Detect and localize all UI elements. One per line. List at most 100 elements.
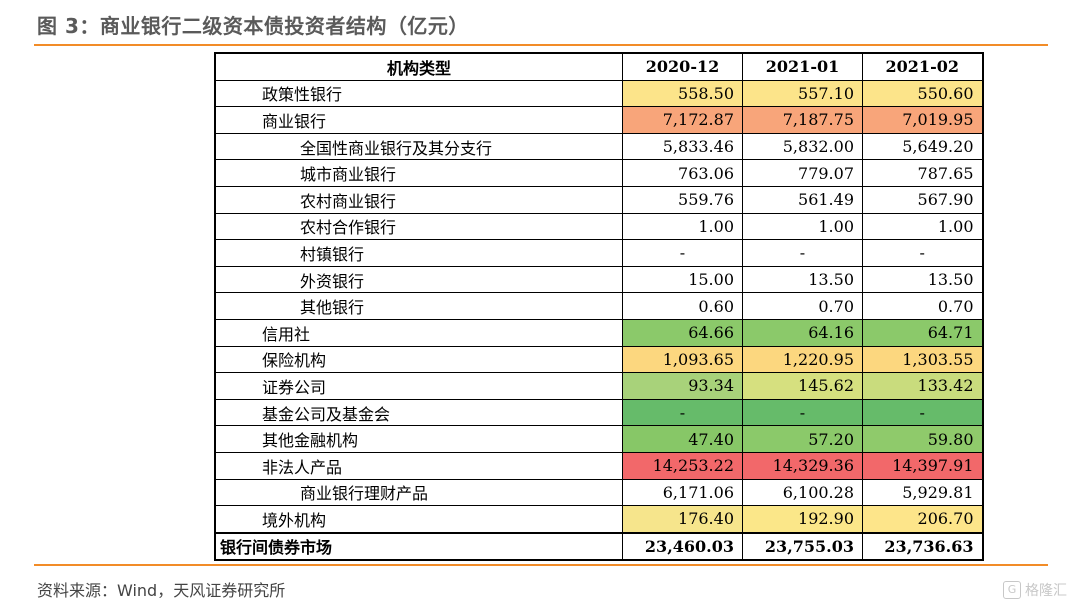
- table-cell: 64.71: [862, 318, 983, 347]
- table-row: 商业银行理财产品 6,171.06 6,100.28 5,929.81: [214, 478, 983, 507]
- row-label: 保险机构: [214, 345, 623, 374]
- figure-title: 图 3：商业银行二级资本债投资者结构（亿元）: [37, 14, 469, 38]
- row-label: 村镇银行: [214, 239, 623, 267]
- table-cell: 176.40: [622, 505, 743, 534]
- table-cell: -: [622, 239, 743, 267]
- table-cell: -: [742, 239, 863, 267]
- table-cell: 23,755.03: [742, 531, 863, 561]
- table-row: 全国性商业银行及其分支行 5,833.46 5,832.00 5,649.20: [214, 132, 983, 161]
- row-label: 外资银行: [214, 265, 623, 294]
- table-cell: 1,220.95: [742, 345, 863, 374]
- row-label: 银行间债券市场: [214, 531, 623, 561]
- column-header: 2020-12: [622, 52, 743, 81]
- table-cell: 57.20: [742, 425, 863, 453]
- top-rule: [34, 44, 1048, 46]
- table-body: 政策性银行 558.50 557.10 550.60 商业银行 7,172.87 7,187…: [214, 79, 983, 561]
- table-cell: 5,833.46: [622, 132, 743, 161]
- table-cell: 14,329.36: [742, 451, 863, 480]
- table-cell: 13.50: [862, 265, 983, 294]
- table-row: 基金公司及基金会 - - -: [214, 398, 983, 427]
- table-cell: 0.60: [622, 292, 743, 320]
- table-cell: 6,171.06: [622, 478, 743, 507]
- table-row: 非法人产品 14,253.22 14,329.36 14,397.91: [214, 451, 983, 480]
- table-row: 农村商业银行 559.76 561.49 567.90: [214, 185, 983, 214]
- table-cell: -: [742, 398, 863, 427]
- table-row: 商业银行 7,172.87 7,187.75 7,019.95: [214, 106, 983, 134]
- row-label: 商业银行: [214, 106, 623, 134]
- table-cell: 561.49: [742, 185, 863, 214]
- table-cell: 557.10: [742, 79, 863, 108]
- column-header: 机构类型: [214, 52, 623, 81]
- table-cell: 93.34: [622, 372, 743, 400]
- row-label: 农村商业银行: [214, 185, 623, 214]
- table-row: 信用社 64.66 64.16 64.71: [214, 318, 983, 347]
- table-cell: 567.90: [862, 185, 983, 214]
- table-cell: 206.70: [862, 505, 983, 534]
- table-cell: 7,187.75: [742, 106, 863, 134]
- table-cell: 64.66: [622, 318, 743, 347]
- table-cell: 14,253.22: [622, 451, 743, 480]
- table-cell: 559.76: [622, 185, 743, 214]
- table-row: 城市商业银行 763.06 779.07 787.65: [214, 159, 983, 187]
- table-cell: 64.16: [742, 318, 863, 347]
- watermark-text: 格隆汇: [1025, 583, 1067, 599]
- row-label: 农村合作银行: [214, 212, 623, 241]
- row-label: 非法人产品: [214, 451, 623, 480]
- column-header: 2021-02: [862, 52, 983, 81]
- table-cell: 1.00: [862, 212, 983, 241]
- table-cell: 763.06: [622, 159, 743, 187]
- row-label: 其他金融机构: [214, 425, 623, 453]
- row-label: 商业银行理财产品: [214, 478, 623, 507]
- column-header: 2021-01: [742, 52, 863, 81]
- table-cell: 558.50: [622, 79, 743, 108]
- row-label: 政策性银行: [214, 79, 623, 108]
- table-cell: 7,019.95: [862, 106, 983, 134]
- table-cell: 23,460.03: [622, 531, 743, 561]
- table-cell: 787.65: [862, 159, 983, 187]
- table-cell: 5,929.81: [862, 478, 983, 507]
- table-cell: 133.42: [862, 372, 983, 400]
- row-label: 境外机构: [214, 505, 623, 534]
- table-cell: 1,303.55: [862, 345, 983, 374]
- table-cell: 6,100.28: [742, 478, 863, 507]
- table-cell: 15.00: [622, 265, 743, 294]
- table-cell: 47.40: [622, 425, 743, 453]
- table-cell: 59.80: [862, 425, 983, 453]
- table-cell: -: [862, 239, 983, 267]
- table-row: 证券公司 93.34 145.62 133.42: [214, 372, 983, 400]
- table-row: 农村合作银行 1.00 1.00 1.00: [214, 212, 983, 241]
- table-row: 境外机构 176.40 192.90 206.70: [214, 505, 983, 534]
- table-cell: 14,397.91: [862, 451, 983, 480]
- table-cell: 550.60: [862, 79, 983, 108]
- row-label: 其他银行: [214, 292, 623, 320]
- table-cell: 0.70: [862, 292, 983, 320]
- table-row: 银行间债券市场 23,460.03 23,755.03 23,736.63: [214, 531, 983, 561]
- table-cell: -: [622, 398, 743, 427]
- table-cell: 23,736.63: [862, 531, 983, 561]
- table-cell: 5,649.20: [862, 132, 983, 161]
- table-cell: 0.70: [742, 292, 863, 320]
- table-cell: 5,832.00: [742, 132, 863, 161]
- table-cell: 145.62: [742, 372, 863, 400]
- table-row: 其他银行 0.60 0.70 0.70: [214, 292, 983, 320]
- table-cell: 13.50: [742, 265, 863, 294]
- table-cell: 1.00: [622, 212, 743, 241]
- table-cell: 1.00: [742, 212, 863, 241]
- row-label: 证券公司: [214, 372, 623, 400]
- row-label: 信用社: [214, 318, 623, 347]
- table-cell: 192.90: [742, 505, 863, 534]
- source-note: 资料来源：Wind，天风证券研究所: [37, 581, 286, 600]
- bottom-rule: [34, 564, 1048, 566]
- investor-structure-table: 机构类型 2020-12 2021-01 2021-02 政策性银行 558.50…: [214, 52, 984, 562]
- table-header-row: 机构类型 2020-12 2021-01 2021-02: [214, 52, 983, 81]
- table-cell: 7,172.87: [622, 106, 743, 134]
- row-label: 城市商业银行: [214, 159, 623, 187]
- row-label: 基金公司及基金会: [214, 398, 623, 427]
- table-cell: 779.07: [742, 159, 863, 187]
- table-row: 其他金融机构 47.40 57.20 59.80: [214, 425, 983, 453]
- gelonghui-logo-icon: G: [1003, 581, 1021, 599]
- table-row: 村镇银行 - - -: [214, 239, 983, 267]
- table-cell: 1,093.65: [622, 345, 743, 374]
- row-label: 全国性商业银行及其分支行: [214, 132, 623, 161]
- table-row: 政策性银行 558.50 557.10 550.60: [214, 79, 983, 108]
